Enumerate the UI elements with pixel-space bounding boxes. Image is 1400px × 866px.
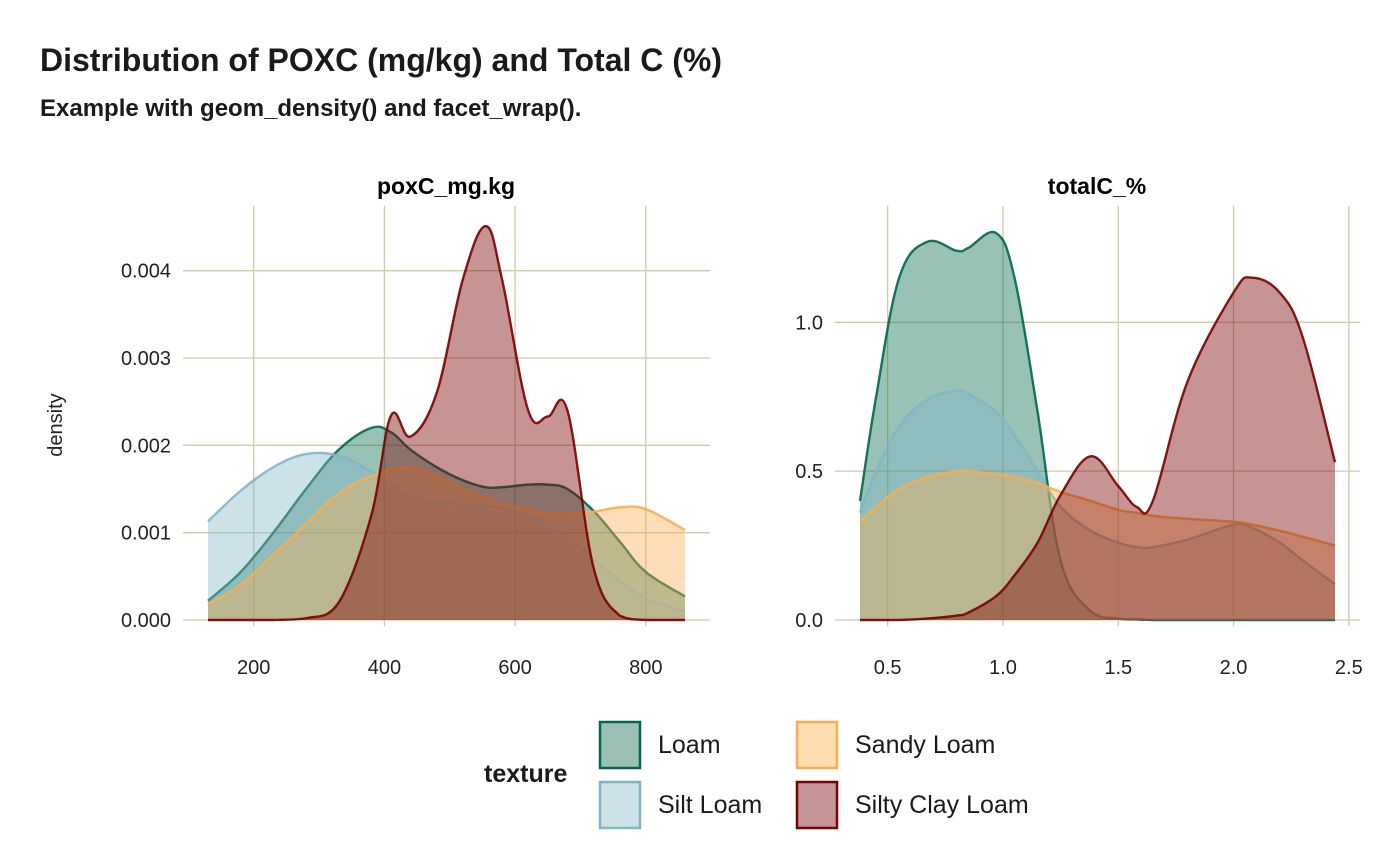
legend-key-loam [598,720,642,770]
density-line-sandy-loam [207,465,686,606]
density-line-silty-clay-loam [208,224,685,622]
legend-label-silt-loam: Silt Loam [658,791,762,819]
panel-poxc: 200 400 600 800 0.000 0.001 0.002 0.003 0.004 [121,206,710,679]
density-area-loam [208,426,685,620]
density-area-loam [860,231,1335,620]
y-tick-label: 0.003 [121,348,171,370]
chart-title: Distribution of POXC (mg/kg) and Total C… [40,42,722,78]
legend-key-silty-clay-loam [795,780,839,830]
y-tick-label: 0.0 [795,610,823,632]
legend-item-silty-clay-loam: Silty Clay Loam [795,780,1029,830]
density-area-sandy-loam [208,466,685,620]
y-tick-label: 0.002 [121,435,171,457]
density-area-silty-clay-loam [860,277,1335,620]
legend-item-loam: Loam [598,720,721,770]
density-line-silt-loam [207,451,686,613]
chart-subtitle: Example with geom_density() and facet_wr… [40,95,581,122]
x-tick-label: 200 [237,657,270,679]
y-tick-label: 0.5 [795,461,823,483]
legend-item-sandy-loam: Sandy Loam [795,720,995,770]
legend-key-silt-loam [598,780,642,830]
x-tick-label: 400 [368,657,401,679]
x-tick-label: 2.0 [1220,657,1248,679]
x-tick-label: 1.0 [989,657,1017,679]
legend-title: texture [484,760,567,788]
x-tick-label: 800 [629,657,662,679]
panel-totalc: 0.5 1.0 1.5 2.0 2.5 0.0 0.5 1.0 [795,206,1363,679]
density-line-silt-loam [858,389,1336,586]
x-tick-label: 2.5 [1335,657,1363,679]
x-tick-label: 0.5 [874,657,902,679]
density-line-loam [858,230,1335,622]
legend-item-silt-loam: Silt Loam [598,780,762,830]
legend-label-loam: Loam [658,731,721,759]
density-area-silt-loam [208,452,685,620]
y-tick-label: 0.001 [121,523,171,545]
y-axis-label: density [45,393,67,456]
density-line-sandy-loam [859,469,1336,547]
y-tick-label: 0.000 [121,610,171,632]
x-tick-label: 1.5 [1104,657,1132,679]
panel-title-poxc: poxC_mg.kg [377,173,515,199]
panel-title-totalc: totalC_% [1048,173,1146,199]
legend-key-sandy-loam [795,720,839,770]
density-line-silty-clay-loam [860,276,1337,622]
legend-label-silty-clay-loam: Silty Clay Loam [855,791,1029,819]
density-area-silt-loam [860,390,1335,620]
density-area-sandy-loam [860,470,1335,620]
legend: texture Loam Silt Loam Sandy Loam Silty Cla… [484,720,1029,830]
y-tick-label: 0.004 [121,261,171,283]
y-tick-label: 1.0 [795,312,823,334]
legend-label-sandy-loam: Sandy Loam [855,731,995,759]
density-area-silty-clay-loam [208,226,685,620]
x-tick-label: 600 [498,657,531,679]
